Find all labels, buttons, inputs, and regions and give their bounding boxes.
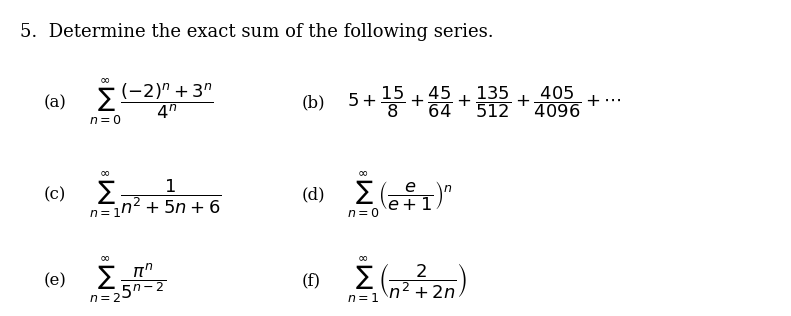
Text: $\sum_{n=2}^{\infty} \dfrac{\pi^n}{5^{n-2}}$: $\sum_{n=2}^{\infty} \dfrac{\pi^n}{5^{n-… (89, 255, 166, 306)
Text: 5.  Determine the exact sum of the following series.: 5. Determine the exact sum of the follow… (20, 22, 494, 40)
Text: $\sum_{n=0}^{\infty} \dfrac{(-2)^n+3^n}{4^n}$: $\sum_{n=0}^{\infty} \dfrac{(-2)^n+3^n}{… (89, 77, 214, 127)
Text: $5+\dfrac{15}{8}+\dfrac{45}{64}+\dfrac{135}{512}+\dfrac{405}{4096}+\cdots$: $5+\dfrac{15}{8}+\dfrac{45}{64}+\dfrac{1… (347, 85, 622, 120)
Text: $\sum_{n=1}^{\infty} \left(\dfrac{2}{n^2+2n}\right)$: $\sum_{n=1}^{\infty} \left(\dfrac{2}{n^2… (347, 255, 467, 306)
Text: $\sum_{n=0}^{\infty} \left(\dfrac{e}{e+1}\right)^{n}$: $\sum_{n=0}^{\infty} \left(\dfrac{e}{e+1… (347, 169, 452, 220)
Text: (c): (c) (44, 186, 66, 203)
Text: $\sum_{n=1}^{\infty} \dfrac{1}{n^2+5n+6}$: $\sum_{n=1}^{\infty} \dfrac{1}{n^2+5n+6}… (89, 169, 221, 220)
Text: (d): (d) (301, 186, 325, 203)
Text: (a): (a) (44, 94, 66, 111)
Text: (e): (e) (44, 272, 66, 289)
Text: (f): (f) (301, 272, 320, 289)
Text: (b): (b) (301, 94, 325, 111)
